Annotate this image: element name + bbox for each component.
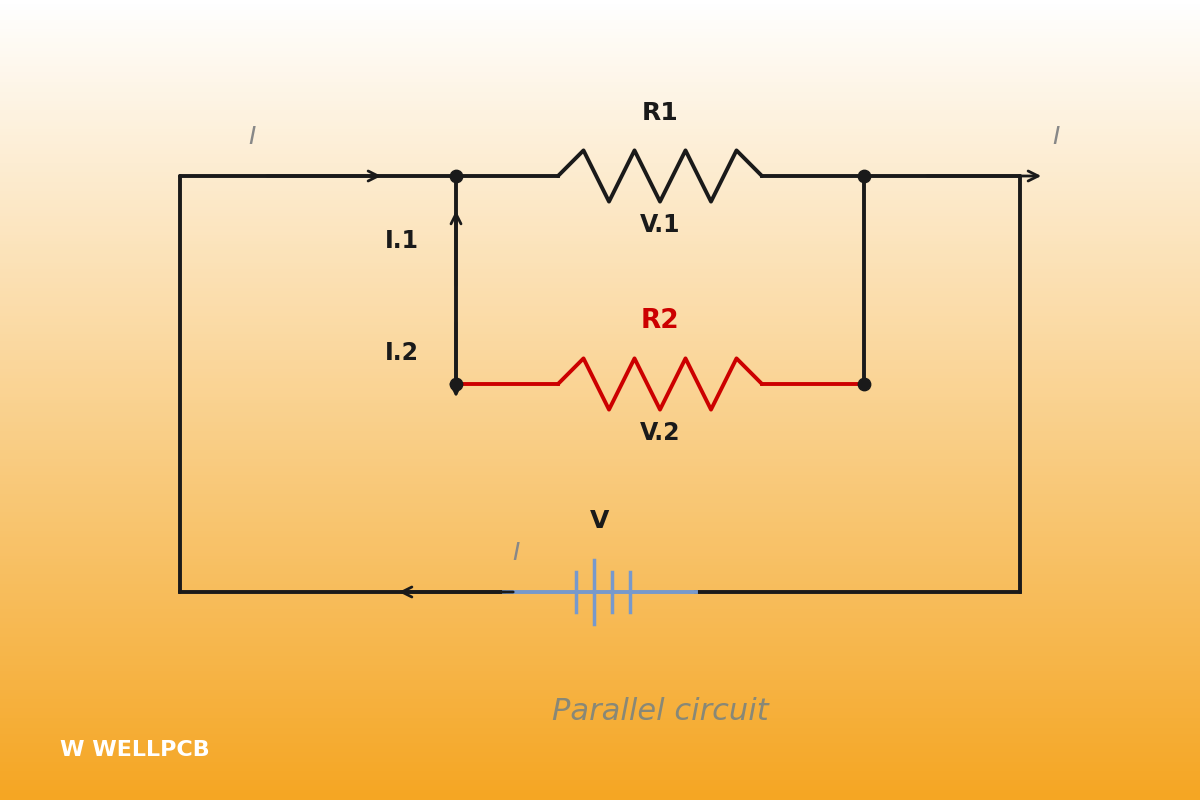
Text: I.2: I.2	[385, 341, 419, 365]
Text: I: I	[512, 541, 520, 565]
Text: W WELLPCB: W WELLPCB	[60, 740, 210, 760]
Text: V.2: V.2	[640, 421, 680, 445]
Text: R2: R2	[641, 308, 679, 334]
Point	[854, 170, 874, 182]
Text: Parallel circuit: Parallel circuit	[552, 697, 768, 726]
Text: R1: R1	[642, 101, 678, 125]
Text: V: V	[590, 509, 610, 533]
Text: V.1: V.1	[640, 213, 680, 237]
Text: I: I	[1052, 125, 1060, 149]
Text: I.1: I.1	[385, 229, 419, 253]
Point	[446, 378, 466, 390]
Text: I: I	[248, 125, 256, 149]
Point	[854, 378, 874, 390]
Point	[446, 170, 466, 182]
